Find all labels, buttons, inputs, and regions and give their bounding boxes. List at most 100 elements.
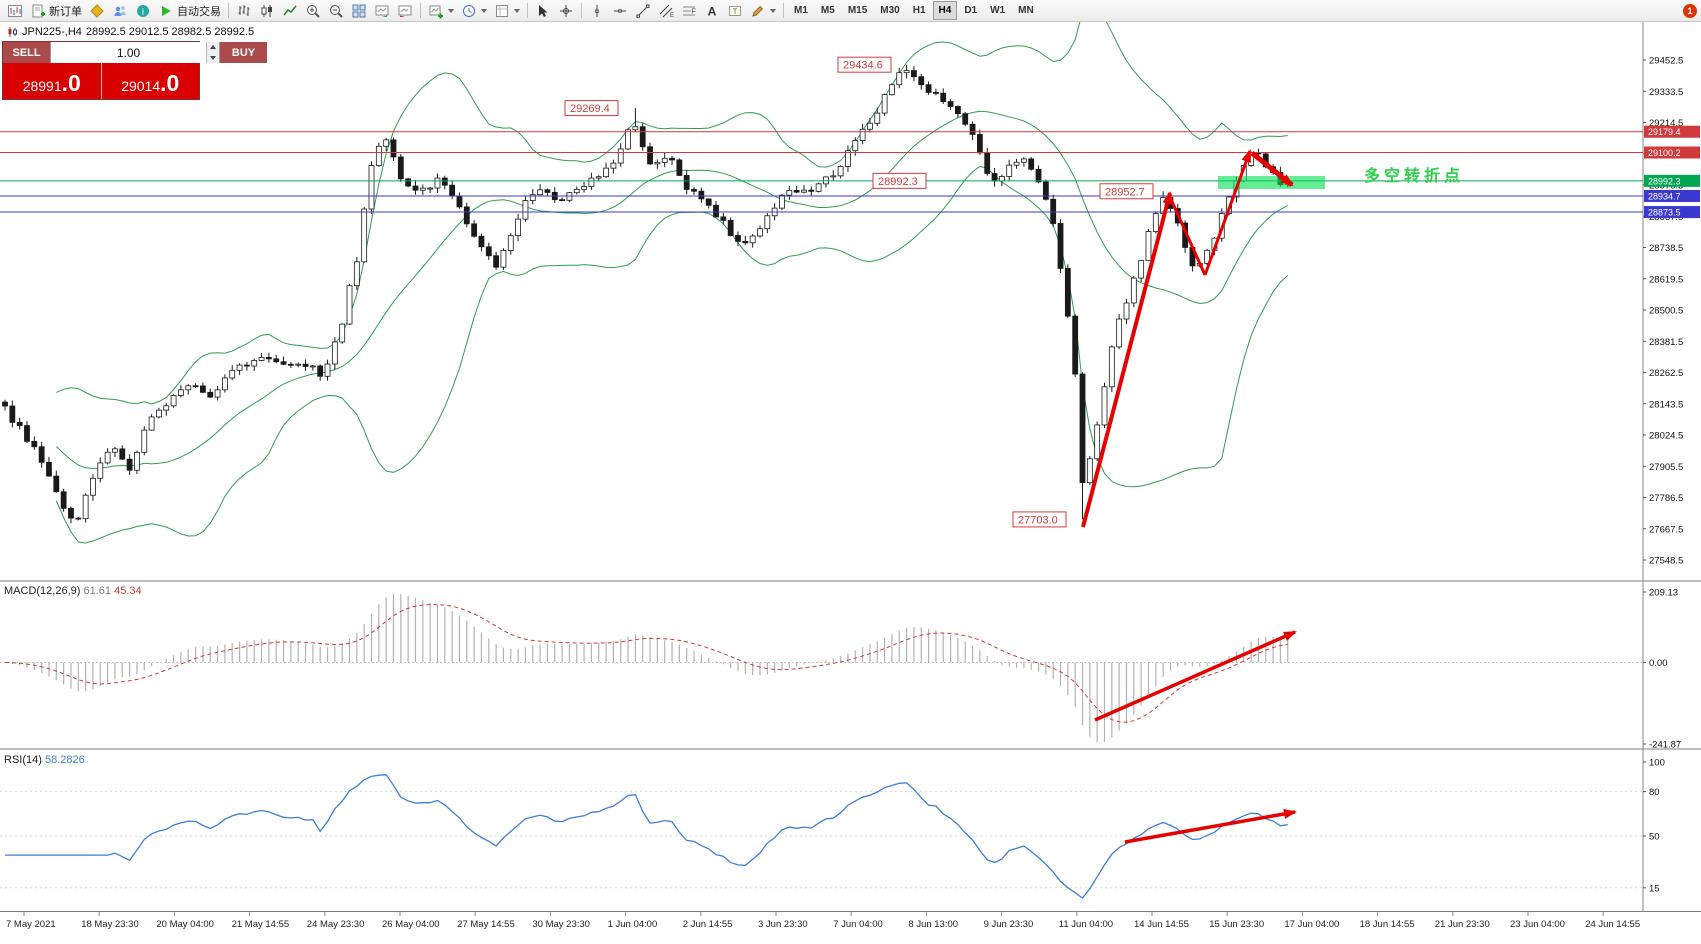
market-watch-icon xyxy=(90,3,104,18)
horizontal-line-tool-button[interactable] xyxy=(609,1,631,21)
indicators-button[interactable] xyxy=(425,1,457,21)
lot-size-input[interactable] xyxy=(51,42,206,63)
svg-text:F: F xyxy=(692,8,696,15)
market-watch-button[interactable] xyxy=(86,1,108,21)
buy-button[interactable]: BUY xyxy=(220,42,267,63)
chart-window-button[interactable] xyxy=(4,1,26,21)
fibonacci-tool-button[interactable]: F xyxy=(678,1,700,21)
auto-trading-button[interactable]: 自动交易 xyxy=(155,1,224,21)
pencil-icon xyxy=(752,5,764,17)
price-callout-box[interactable] xyxy=(1099,183,1154,200)
candlestick-chart-button[interactable] xyxy=(256,1,278,21)
timeframe-button-m15[interactable]: M15 xyxy=(842,1,873,20)
cursor-button[interactable] xyxy=(532,1,554,21)
macd-name: MACD(12,26,9) xyxy=(4,585,81,597)
macd-trend-arrow[interactable] xyxy=(1094,630,1297,722)
indicators-icon xyxy=(429,5,443,18)
zoom-out-button[interactable] xyxy=(325,1,347,21)
new-order-button[interactable]: 新订单 xyxy=(27,1,85,21)
price-callout-box[interactable] xyxy=(872,172,927,189)
one-click-trading-panel: SELL BUY 28991.0 29014.0 xyxy=(2,41,267,100)
timeframe-button-h1[interactable]: H1 xyxy=(907,1,932,20)
toolbar-separator xyxy=(581,3,582,18)
vertical-line-tool-button[interactable] xyxy=(586,1,608,21)
timeframe-button-d1[interactable]: D1 xyxy=(958,1,983,20)
lot-increase-button[interactable] xyxy=(207,42,219,53)
price-level-badge xyxy=(1644,174,1700,187)
price-callout-box[interactable] xyxy=(837,56,892,73)
buy-price[interactable]: 29014.0 xyxy=(121,70,180,97)
price-level-badge xyxy=(1644,125,1700,138)
time-axis-label: 9 Jun 23:30 xyxy=(984,919,1034,930)
lot-size-field xyxy=(50,42,220,63)
rsi-trend-arrow[interactable] xyxy=(1124,808,1297,844)
notification-badge[interactable]: 1 xyxy=(1683,3,1697,18)
period-button[interactable] xyxy=(458,1,490,21)
line-chart-button[interactable] xyxy=(279,1,301,21)
channel-tool-button[interactable]: E xyxy=(655,1,677,21)
lot-decrease-button[interactable] xyxy=(207,52,219,63)
price-axis-label: 28262.5 xyxy=(1649,368,1683,379)
price-axis-label: 28738.5 xyxy=(1649,243,1683,254)
crosshair-button[interactable] xyxy=(555,1,577,21)
candlesticks xyxy=(2,64,1291,524)
candlestick-icon xyxy=(261,4,272,17)
navigator-button[interactable] xyxy=(109,1,131,21)
timeframe-button-m1[interactable]: M1 xyxy=(788,1,814,20)
price-level-badge-label: 28992.3 xyxy=(1648,176,1681,186)
symbol-period-label: JPN225-,H4 xyxy=(22,26,82,38)
rsi-name: RSI(14) xyxy=(4,754,42,766)
trend-arrow[interactable] xyxy=(1203,149,1252,276)
zoom-in-button[interactable] xyxy=(302,1,324,21)
price-axis-label: 28619.5 xyxy=(1649,274,1683,285)
price-callout-label: 29434.6 xyxy=(843,60,883,72)
text-tool-button[interactable]: A xyxy=(701,1,723,21)
time-axis-label: 17 Jun 04:00 xyxy=(1284,919,1339,930)
trendline-tool-button[interactable] xyxy=(632,1,654,21)
terminal-button[interactable]: i xyxy=(132,1,154,21)
time-axis-label: 21 May 14:55 xyxy=(232,919,290,930)
main-toolbar: 新订单 i 自动交易 E F A T M1 M5 M15 M30 H1 H4 D1 W1 MN … xyxy=(0,0,1701,22)
chart-symbol-icon xyxy=(8,27,17,37)
auto-scroll-button[interactable] xyxy=(371,1,393,21)
price-axis-label: 29452.5 xyxy=(1649,56,1683,67)
timeframe-button-m30[interactable]: M30 xyxy=(874,1,905,20)
chart-shift-button[interactable] xyxy=(394,1,416,21)
cursor-icon xyxy=(539,4,548,17)
price-axis-label: 28500.5 xyxy=(1649,306,1683,317)
time-axis-label: 30 May 23:30 xyxy=(532,919,590,930)
rsi-axis-label: 80 xyxy=(1649,787,1660,798)
crosshair-icon xyxy=(560,4,572,17)
chevron-down-icon xyxy=(770,8,776,13)
vertical-line-icon xyxy=(595,4,599,17)
text-label-tool-button[interactable]: T xyxy=(724,1,746,21)
timeframe-button-w1[interactable]: W1 xyxy=(984,1,1011,20)
price-axis-label: 29214.5 xyxy=(1649,118,1683,129)
timeframe-button-h4[interactable]: H4 xyxy=(932,1,958,20)
timeframe-button-mn[interactable]: MN xyxy=(1012,1,1040,20)
bar-chart-button[interactable] xyxy=(233,1,255,21)
timeframe-button-m5[interactable]: M5 xyxy=(815,1,841,20)
sell-price[interactable]: 28991.0 xyxy=(22,70,81,97)
price-axis-label: 27786.5 xyxy=(1649,493,1683,504)
trend-arrow[interactable] xyxy=(1081,191,1173,528)
sell-button[interactable]: SELL xyxy=(3,42,50,63)
template-button[interactable] xyxy=(491,1,523,21)
tile-windows-icon xyxy=(352,4,366,17)
price-callout-label: 28952.7 xyxy=(1105,186,1145,198)
terminal-icon: i xyxy=(137,4,149,17)
chevron-down-icon xyxy=(448,8,454,13)
drawing-tools-button[interactable] xyxy=(747,1,779,21)
price-callout-box[interactable] xyxy=(1012,511,1067,528)
trend-arrow[interactable] xyxy=(1168,196,1207,276)
price-callout-box[interactable] xyxy=(564,100,619,117)
macd-signal-value: 45.34 xyxy=(114,585,142,597)
down-arrow-icon xyxy=(210,55,216,60)
turning-point-highlight[interactable] xyxy=(1218,176,1325,189)
auto-scroll-icon xyxy=(375,5,389,17)
text-label-icon: T xyxy=(729,5,741,16)
time-axis-label: 26 May 04:00 xyxy=(382,919,440,930)
tile-windows-button[interactable] xyxy=(348,1,370,21)
trend-arrow[interactable] xyxy=(1250,151,1294,187)
